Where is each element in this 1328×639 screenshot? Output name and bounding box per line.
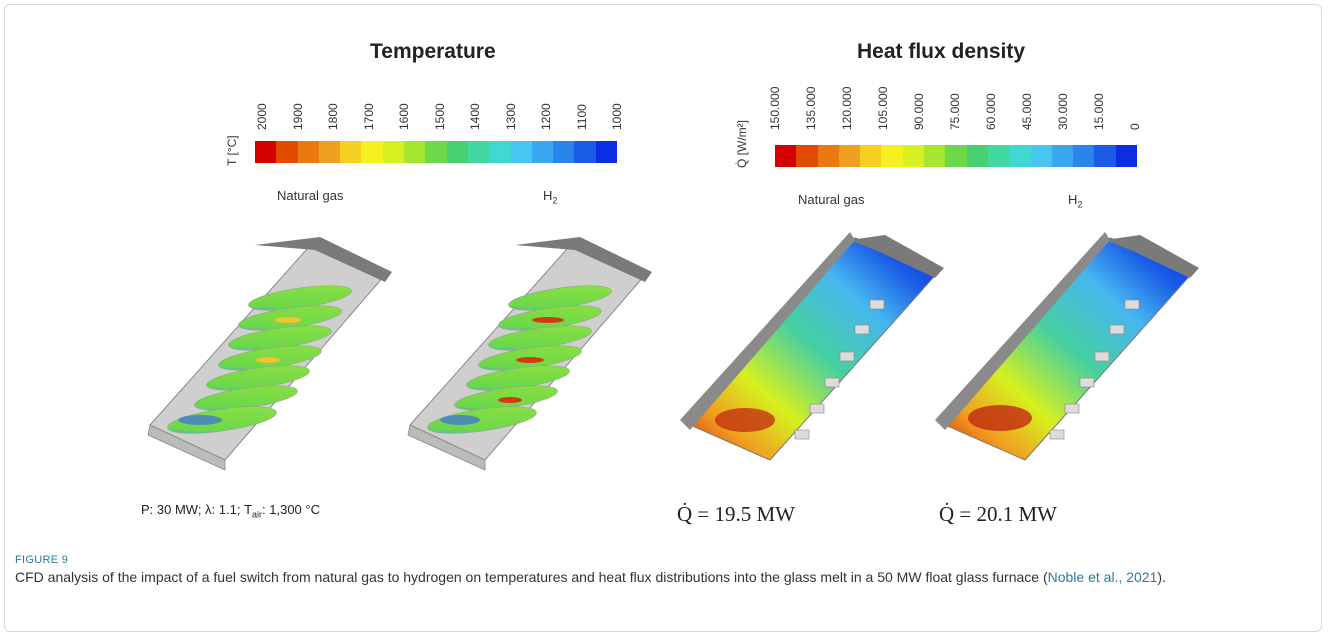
colorbar-segment xyxy=(1051,145,1074,167)
colorbar-segment xyxy=(297,141,319,163)
figure-frame xyxy=(4,4,1322,632)
heat-flux-colorbar xyxy=(775,145,1138,167)
furnace-heat-flux-hydrogen xyxy=(935,232,1199,461)
colorbar-segment xyxy=(255,141,277,163)
furnace-temperature-hydrogen xyxy=(407,237,652,471)
colorbar-segment xyxy=(574,141,596,163)
colorbar-segment xyxy=(340,141,362,163)
colorbar-segment xyxy=(276,141,298,163)
heat-total-natural-gas: Q̇ = 19.5 MW xyxy=(677,502,796,526)
colorbar-segment xyxy=(966,145,988,167)
temperature-right-label: H2 xyxy=(543,188,558,206)
heat-flux-right-label: H2 xyxy=(1068,192,1083,210)
colorbar-segment xyxy=(361,141,383,163)
colorbar-segment xyxy=(1009,145,1031,167)
colorbar-segment xyxy=(924,145,946,167)
colorbar-segment xyxy=(595,141,618,163)
heat-flux-left-label: Natural gas xyxy=(798,192,865,207)
colorbar-segment xyxy=(467,141,490,163)
temperature-colorbar xyxy=(255,141,618,163)
colorbar-segment xyxy=(446,141,468,163)
colorbar-segment xyxy=(1073,145,1095,167)
colorbar-segment xyxy=(1030,145,1052,167)
colorbar-segment xyxy=(382,141,405,163)
heat-flux-title: Heat flux density xyxy=(857,40,1026,63)
furnace-temperature-natural-gas xyxy=(147,237,392,471)
colorbar-segment xyxy=(860,145,882,167)
colorbar-segment xyxy=(945,145,967,167)
colorbar-segment xyxy=(425,141,447,163)
colorbar-segment xyxy=(796,145,818,167)
temperature-left-label: Natural gas xyxy=(277,188,344,203)
colorbar-segment xyxy=(1094,145,1116,167)
colorbar-segment xyxy=(318,141,341,163)
colorbar-segment xyxy=(1115,145,1138,167)
colorbar-segment xyxy=(881,145,903,167)
colorbar-segment xyxy=(553,141,575,163)
colorbar-segment xyxy=(489,141,511,163)
figure-label: FIGURE 9 xyxy=(15,554,69,566)
colorbar-segment xyxy=(987,145,1010,167)
colorbar-segment xyxy=(510,141,532,163)
colorbar-segment xyxy=(531,141,554,163)
colorbar-segment xyxy=(817,145,839,167)
colorbar-segment xyxy=(902,145,925,167)
colorbar-segment xyxy=(838,145,861,167)
colorbar-segment xyxy=(775,145,797,167)
furnace-heat-flux-natural-gas xyxy=(680,232,944,461)
operating-parameters: P: 30 MW; λ: 1.1; Tair: 1,300 °C xyxy=(141,502,320,520)
temperature-title: Temperature xyxy=(370,40,496,63)
figure-caption: CFD analysis of the impact of a fuel swi… xyxy=(15,569,1166,585)
heat-total-hydrogen: Q̇ = 20.1 MW xyxy=(939,502,1058,526)
colorbar-segment xyxy=(404,141,426,163)
citation-link[interactable]: Noble et al., 2021 xyxy=(1047,569,1158,585)
